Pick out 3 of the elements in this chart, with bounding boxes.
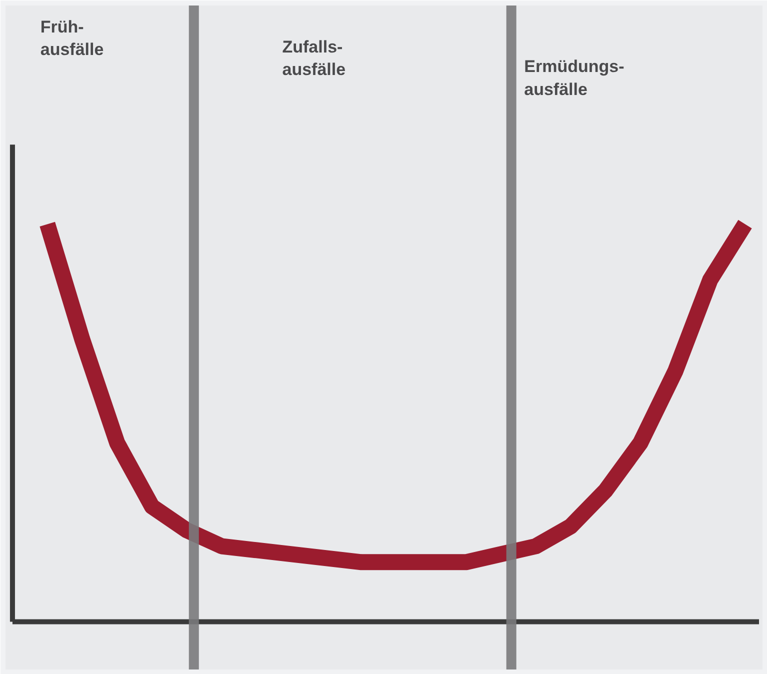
text: Ermüdungs- ausfälle xyxy=(524,57,624,99)
text: Zufalls- ausfälle xyxy=(282,37,346,80)
text: Früh- ausfälle xyxy=(40,17,104,60)
